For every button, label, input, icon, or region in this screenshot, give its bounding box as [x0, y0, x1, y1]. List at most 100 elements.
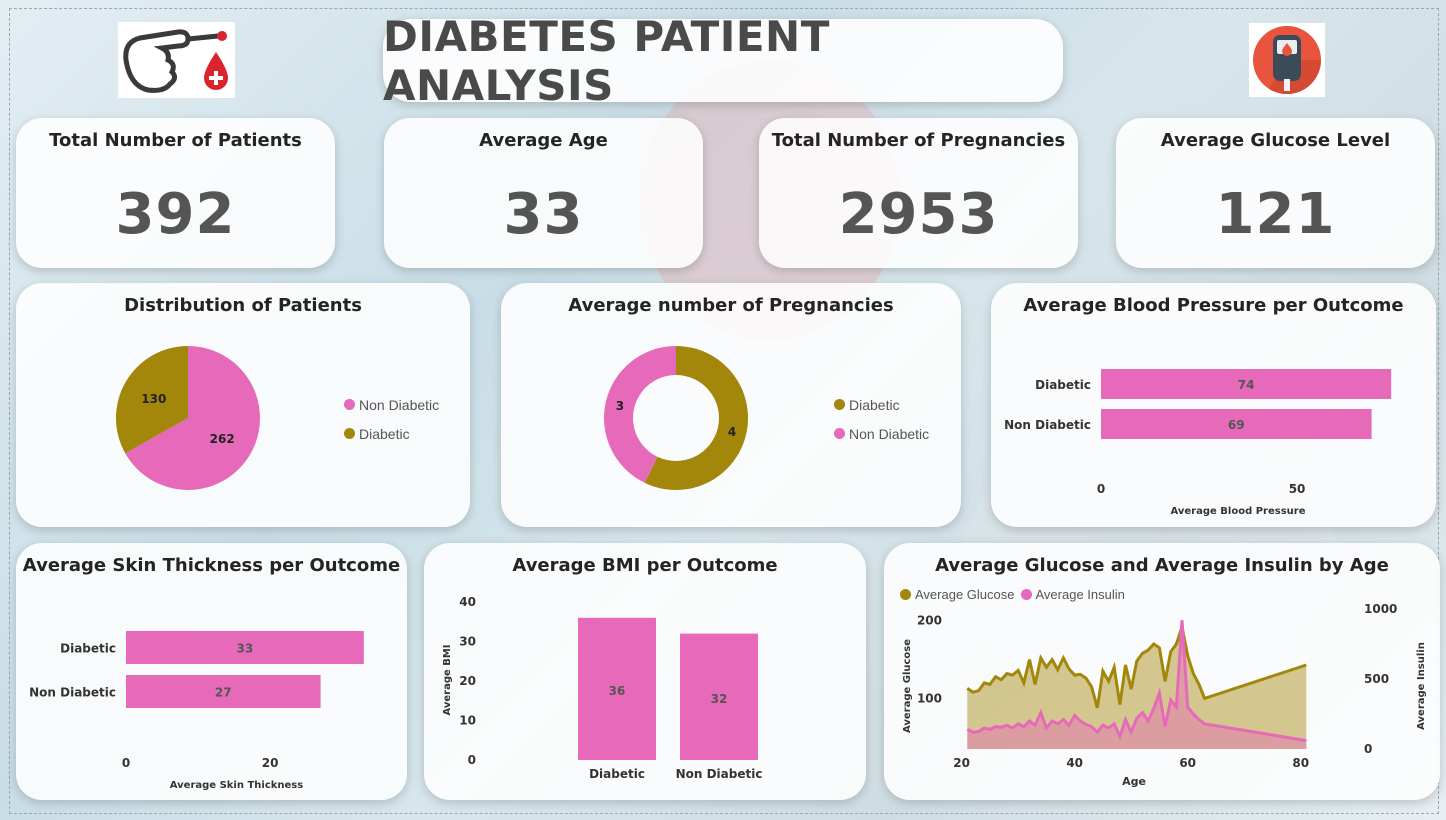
legend-label: Non Diabetic — [359, 396, 440, 413]
bar — [126, 675, 321, 708]
dashboard-title: DIABETES PATIENT ANALYSIS — [383, 11, 830, 110]
bar — [126, 631, 364, 664]
category-label: Diabetic — [60, 642, 116, 656]
bar-data-label: 27 — [215, 686, 232, 700]
x-axis-label: Average Blood Pressure — [1171, 506, 1306, 517]
kpi-value: 392 — [115, 182, 236, 247]
legend-item[interactable]: Diabetic — [834, 390, 929, 419]
bar-data-label: 74 — [1238, 378, 1255, 392]
dashboard-frame — [9, 8, 1439, 814]
chart-title: Average BMI per Outcome — [512, 555, 778, 576]
y2-tick-label: 500 — [1364, 672, 1389, 686]
y-axis-label: Average Glucose — [902, 639, 913, 733]
y-tick-label: 0 — [468, 753, 476, 767]
x-tick-label: 0 — [1097, 482, 1105, 496]
pie-slice — [115, 346, 188, 454]
y-axis-label: Average BMI — [442, 644, 453, 715]
kpi-label: Total Number of Pregnancies — [771, 130, 1066, 151]
distribution-of-patients-card: Distribution of Patients 262 130 Non Diab… — [16, 283, 470, 527]
y2-tick-label: 1000 — [1364, 602, 1397, 616]
bar-data-label: 36 — [609, 684, 626, 698]
donut-slice — [644, 346, 748, 490]
legend-label: Average Glucose — [915, 586, 1015, 602]
chart-title: Average Skin Thickness per Outcome — [22, 555, 401, 576]
area-legend: Average Glucose Average Insulin — [900, 584, 1125, 604]
vertical-bar-chart: 0 10 20 30 40 Average BMI 36 Diabetic 32 Non Diab… — [442, 595, 763, 781]
legend-label: Diabetic — [359, 425, 410, 442]
bar — [578, 617, 656, 760]
average-blood-pressure-card: Average Blood Pressure per Outcome Diabe… — [991, 283, 1436, 527]
donut-data-label: 3 — [616, 399, 624, 413]
x-tick-label: 60 — [1179, 756, 1196, 770]
chart-title: Average Blood Pressure per Outcome — [1023, 295, 1404, 316]
pie-data-label: 262 — [210, 432, 235, 446]
kpi-label: Total Number of Patients — [49, 130, 302, 151]
chart-title: Average Glucose and Average Insulin by A… — [935, 555, 1389, 576]
bar-data-label: 32 — [711, 692, 728, 706]
y-tick-label: 10 — [459, 714, 476, 728]
category-label: Non Diabetic — [29, 686, 116, 700]
y-tick-label: 40 — [459, 595, 476, 609]
legend-marker — [344, 428, 355, 439]
x-tick-label: 50 — [1289, 482, 1306, 496]
kpi-card-total-patients: Total Number of Patients 392 — [16, 118, 335, 268]
glucose-line — [966, 620, 1307, 709]
insulin-line — [966, 620, 1307, 743]
pie-slice — [125, 346, 261, 490]
legend-marker — [1020, 588, 1032, 600]
kpi-value: 121 — [1215, 182, 1336, 247]
kpi-label: Average Age — [479, 130, 608, 151]
area-chart: 100 200 0 500 1000 20 40 60 80 Age Average Glucose… — [902, 602, 1427, 788]
legend-label: Diabetic — [849, 396, 900, 413]
x-tick-label: 80 — [1292, 756, 1309, 770]
x-axis-label: Age — [1122, 775, 1146, 788]
x-tick-label: 0 — [122, 756, 130, 770]
legend-item[interactable]: Diabetic — [344, 419, 439, 448]
y-tick-label: 20 — [459, 674, 476, 688]
donut-chart: 43 — [604, 346, 748, 490]
legend-item[interactable]: Average Insulin — [1020, 586, 1125, 602]
chart-title: Average number of Pregnancies — [568, 295, 894, 316]
legend-marker — [834, 428, 845, 439]
chart-title: Distribution of Patients — [124, 295, 362, 316]
average-bmi-card: Average BMI per Outcome 0 10 20 30 40 Average… — [424, 543, 866, 800]
y2-axis-label: Average Insulin — [1416, 642, 1427, 730]
y-tick-label: 100 — [917, 691, 942, 705]
kpi-card-total-pregnancies: Total Number of Pregnancies 2953 — [759, 118, 1078, 268]
kpi-value: 33 — [503, 182, 584, 247]
kpi-value: 2953 — [838, 182, 999, 247]
bar-data-label: 33 — [237, 642, 254, 656]
legend-item[interactable]: Non Diabetic — [344, 390, 439, 419]
legend-item[interactable]: Non Diabetic — [834, 419, 929, 448]
dashboard-title-banner: DIABETES PATIENT ANALYSIS — [383, 12, 1063, 110]
x-category-label: Diabetic — [589, 767, 645, 781]
horizontal-bar-chart: Diabetic 33 Non Diabetic 27 0 20 Average Skin … — [29, 631, 364, 791]
bar-data-label: 69 — [1228, 418, 1245, 432]
legend-item[interactable]: Average Glucose — [900, 587, 1015, 602]
legend-label: Average Insulin — [1035, 586, 1125, 602]
kpi-card-average-age: Average Age 33 — [384, 118, 703, 268]
legend-marker — [834, 399, 845, 410]
x-axis-label: Average Skin Thickness — [170, 780, 303, 791]
legend-marker — [344, 399, 355, 410]
average-skin-thickness-card: Average Skin Thickness per Outcome Diabe… — [16, 543, 407, 800]
y-tick-label: 30 — [459, 635, 476, 649]
y2-tick-label: 0 — [1364, 742, 1372, 756]
x-tick-label: 20 — [953, 756, 970, 770]
x-tick-label: 20 — [262, 756, 279, 770]
pointing-hand-blood-drop-icon — [118, 22, 235, 98]
glucose-insulin-by-age-card: Average Glucose and Average Insulin by A… — [884, 543, 1440, 800]
bar — [680, 633, 758, 760]
glucose-area — [967, 626, 1307, 749]
horizontal-bar-chart: Diabetic 74 Non Diabetic 69 0 50 Average Blood… — [1004, 369, 1392, 517]
x-tick-label: 40 — [1066, 756, 1083, 770]
x-category-label: Non Diabetic — [676, 767, 763, 781]
legend-marker — [900, 588, 911, 600]
category-label: Diabetic — [1035, 378, 1091, 392]
kpi-card-average-glucose: Average Glucose Level 121 — [1116, 118, 1435, 268]
category-label: Non Diabetic — [1004, 418, 1091, 432]
bar — [1101, 369, 1392, 399]
pie-legend: Non Diabetic Diabetic — [344, 390, 439, 448]
y-tick-label: 200 — [917, 614, 942, 628]
